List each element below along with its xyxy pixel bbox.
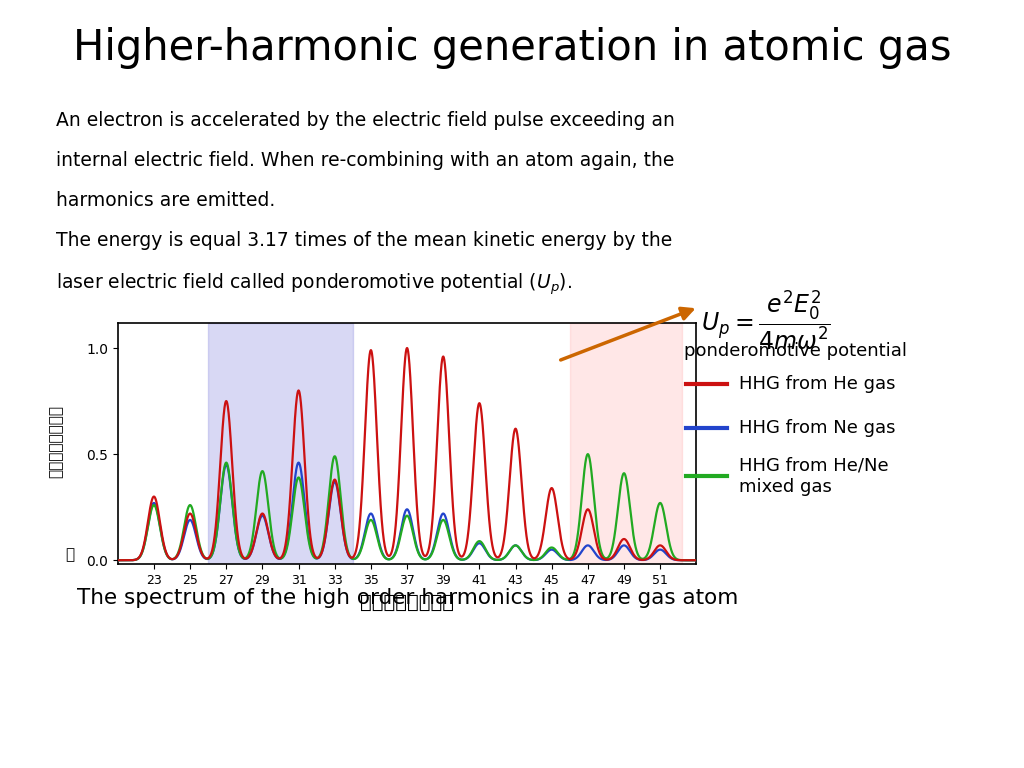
Text: Higher-harmonic generation in atomic gas: Higher-harmonic generation in atomic gas	[73, 27, 951, 69]
Text: HHG from He/Ne
mixed gas: HHG from He/Ne mixed gas	[739, 457, 889, 495]
Text: laser electric field called ponderomotive potential ($U_p$).: laser electric field called ponderomotiv…	[56, 271, 572, 296]
Text: $U_p = \dfrac{e^2 E_0^2}{4m\omega^2}$: $U_p = \dfrac{e^2 E_0^2}{4m\omega^2}$	[701, 288, 831, 352]
X-axis label: 高次高調波の次数: 高次高調波の次数	[360, 593, 454, 612]
Text: 高次高調波の強度: 高次高調波の強度	[49, 405, 63, 478]
Text: internal electric field. When re-combining with an atom again, the: internal electric field. When re-combini…	[56, 151, 675, 170]
Bar	[208, 323, 353, 564]
Text: harmonics are emitted.: harmonics are emitted.	[56, 191, 275, 210]
Text: The energy is equal 3.17 times of the mean kinetic energy by the: The energy is equal 3.17 times of the me…	[56, 231, 673, 250]
Text: ponderomotive potential: ponderomotive potential	[684, 342, 907, 359]
Text: An electron is accelerated by the electric field pulse exceeding an: An electron is accelerated by the electr…	[56, 111, 675, 131]
Text: The spectrum of the high order harmonics in a rare gas atom: The spectrum of the high order harmonics…	[77, 588, 738, 607]
Text: 極: 極	[66, 547, 74, 562]
Text: HHG from Ne gas: HHG from Ne gas	[739, 419, 896, 437]
Bar	[569, 323, 682, 564]
Text: HHG from He gas: HHG from He gas	[739, 375, 896, 393]
